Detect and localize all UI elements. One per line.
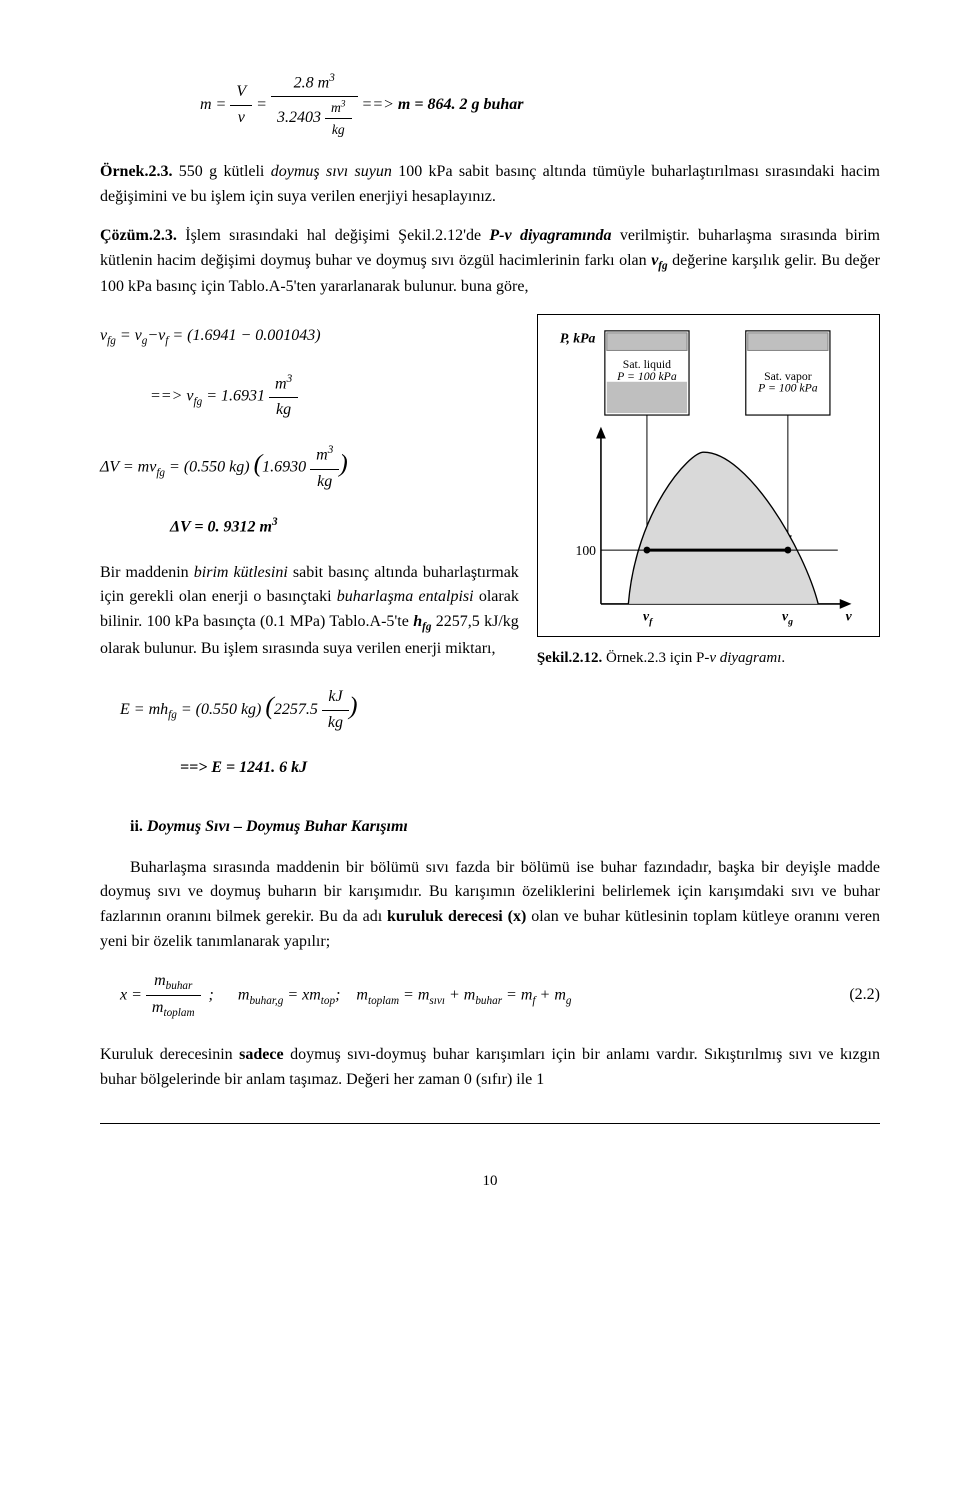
- equation-energy: E = mhfg = (0.550 kg) (2257.5 kJ kg ): [120, 685, 880, 736]
- cylinder-liquid: Sat. liquid P = 100 kPa: [605, 331, 689, 415]
- unit-m3-kg: m3 kg: [269, 371, 298, 423]
- saturation-dome: [628, 452, 818, 604]
- solution-2-3: Çözüm.2.3. İşlem sırasındaki hal değişim…: [100, 224, 880, 300]
- enthalpy-paragraph: Bir maddenin birim kütlesini sabit basın…: [100, 561, 519, 662]
- example-2-3: Örnek.2.3. 550 g kütleli doymuş sıvı suy…: [100, 160, 880, 210]
- equation-vfg-diff: vfg = vg−vf = (1.6941 − 0.001043): [100, 324, 519, 351]
- eq-frac1-den: v: [230, 106, 252, 131]
- xlabel-vf: vf: [643, 609, 654, 628]
- figure-caption: Şekil.2.12. Örnek.2.3 için P-v diyagramı…: [537, 647, 880, 670]
- ytick-100: 100: [575, 543, 596, 558]
- cyl1-line2: P = 100 kPa: [616, 370, 677, 383]
- page-number: 10: [100, 1170, 880, 1193]
- mixture-paragraph: Buharlaşma sırasında maddenin bir bölümü…: [100, 856, 880, 955]
- example-label: Örnek.2.3.: [100, 163, 172, 180]
- section-ii-heading: ii. Doymuş Sıvı – Doymuş Buhar Karışımı: [130, 815, 880, 840]
- eq-mass-arrow: ==>: [362, 96, 398, 113]
- equation-quality-x: x = mbuhar mtoplam ; mbuhar,g = xmtop; m…: [120, 969, 880, 1023]
- eq-mass-lhs: m =: [200, 96, 230, 113]
- xlabel-vg: vg: [782, 609, 793, 628]
- eq-mass-result: m = 864. 2 g buhar: [398, 96, 524, 113]
- right-column: Sat. liquid P = 100 kPa Sat. vapor P = 1…: [537, 314, 880, 671]
- pv-diagram-svg: Sat. liquid P = 100 kPa Sat. vapor P = 1…: [552, 325, 865, 628]
- equation-mass: m = V v = 2.8 m3 3.2403 m3 kg ==> m = 86…: [200, 70, 880, 140]
- cylinder-vapor: Sat. vapor P = 100 kPa: [746, 331, 830, 415]
- eq-mass-frac2: 2.8 m3 3.2403 m3 kg: [271, 70, 358, 140]
- cyl2-line2: P = 100 kPa: [757, 382, 818, 395]
- y-axis-label: P, kPa: [560, 331, 596, 346]
- equation-number-2-2: (2.2): [849, 983, 880, 1008]
- equation-delta-v-result: ΔV = 0. 9312 m3: [170, 514, 519, 540]
- eq-frac2-num: 2.8 m3: [271, 70, 358, 97]
- eq-frac2-den: 3.2403 m3 kg: [271, 97, 358, 140]
- equation-energy-result: ==> E = 1241. 6 kJ: [180, 756, 880, 781]
- eq-mass-frac1: V v: [230, 80, 252, 131]
- figure-2-12: Sat. liquid P = 100 kPa Sat. vapor P = 1…: [537, 314, 880, 637]
- solution-label: Çözüm.2.3.: [100, 227, 177, 244]
- equation-vfg-value: ==> vfg = 1.6931 m3 kg: [150, 371, 519, 423]
- eq-frac1-num: V: [230, 80, 252, 106]
- eq-mass-mid: =: [256, 96, 271, 113]
- quality-range-paragraph: Kuruluk derecesinin sadece doymuş sıvı-d…: [100, 1043, 880, 1093]
- two-column-block: vfg = vg−vf = (1.6941 − 0.001043) ==> vf…: [100, 314, 880, 675]
- xlabel-v: v: [845, 609, 852, 624]
- equation-delta-v: ΔV = mvfg = (0.550 kg) (1.6930 m3 kg ): [100, 442, 519, 494]
- page-rule: [100, 1123, 880, 1124]
- left-column: vfg = vg−vf = (1.6941 − 0.001043) ==> vf…: [100, 314, 519, 675]
